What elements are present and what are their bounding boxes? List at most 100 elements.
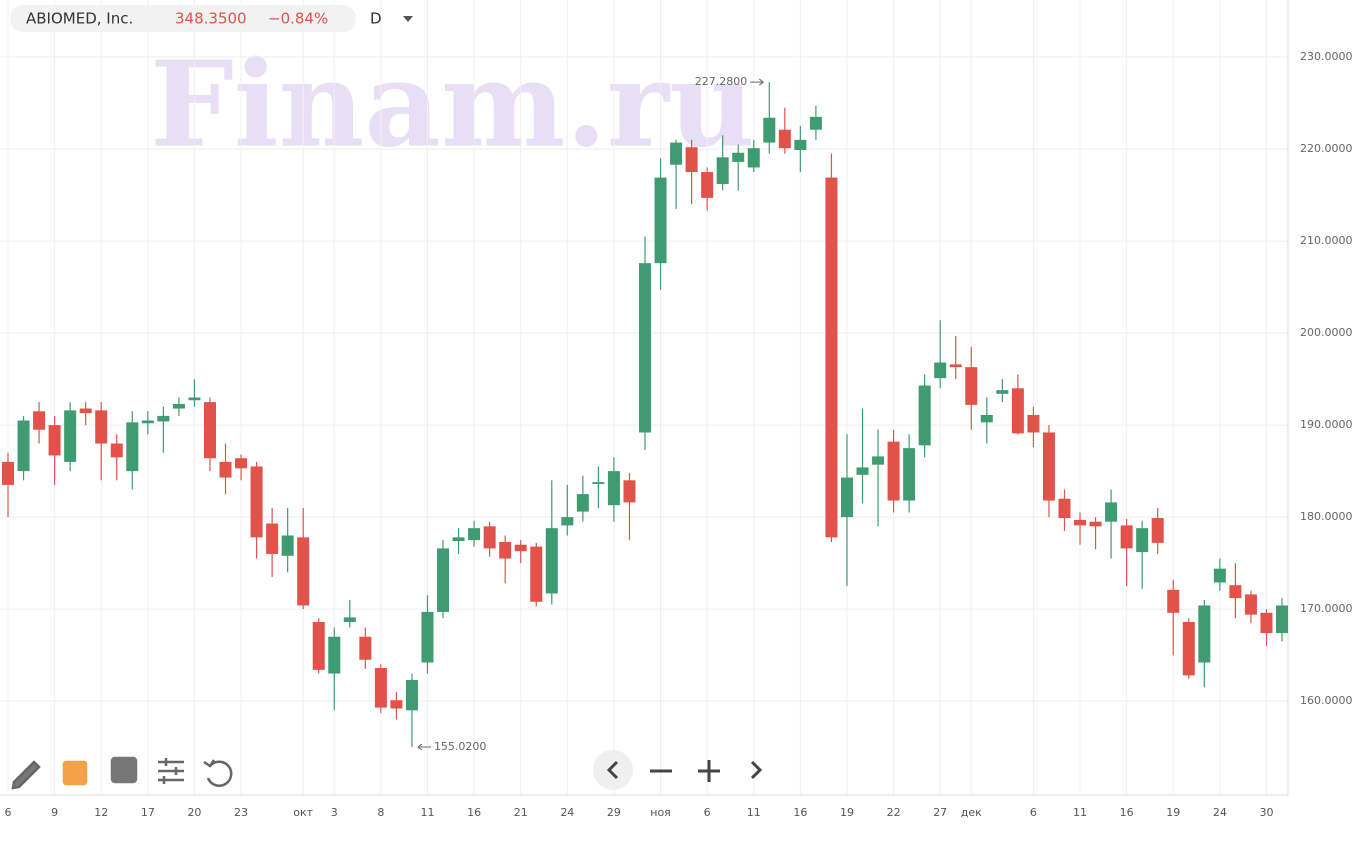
- interval[interactable]: D: [370, 10, 382, 28]
- ticker-name: ABIOMED, Inc.: [26, 10, 133, 28]
- y-tick-label: 180.0000: [1300, 510, 1353, 523]
- candle-body: [188, 397, 201, 401]
- x-tick-label: 12: [94, 806, 108, 819]
- candle-body: [545, 528, 558, 594]
- candle-body: [980, 414, 993, 423]
- reset-tool[interactable]: [203, 759, 233, 787]
- candle-body: [1198, 605, 1211, 663]
- y-tick-label: 160.0000: [1300, 694, 1353, 707]
- candle-body: [390, 700, 403, 709]
- candle-body: [701, 172, 714, 198]
- candle-body: [468, 528, 481, 541]
- candle-body: [328, 636, 341, 674]
- candle-body: [592, 482, 605, 484]
- x-tick-label: ноя: [650, 806, 671, 819]
- candle-body: [1136, 528, 1149, 553]
- interval-dropdown[interactable]: [403, 16, 413, 22]
- layers-tool[interactable]: [110, 756, 138, 784]
- candle-body: [1151, 518, 1164, 543]
- candle-body: [203, 402, 216, 459]
- candle-body: [903, 448, 916, 501]
- candle-body: [297, 537, 310, 606]
- settings-tool[interactable]: [158, 758, 184, 784]
- candle-body: [809, 116, 822, 130]
- x-tick-label: 16: [1120, 806, 1134, 819]
- candle-body: [887, 441, 900, 501]
- candle-body: [949, 364, 962, 368]
- x-tick-label: 9: [51, 806, 58, 819]
- candle-body: [514, 544, 527, 552]
- y-tick-label: 190.0000: [1300, 418, 1353, 431]
- x-tick-label: 23: [234, 806, 248, 819]
- candle-body: [437, 548, 450, 612]
- candle-body: [856, 467, 869, 475]
- low-annotation: 155.0200: [434, 740, 487, 753]
- x-tick-label: дек: [961, 806, 982, 819]
- candle-body: [1229, 585, 1242, 599]
- candle-body: [421, 611, 434, 663]
- x-tick-label: 24: [1213, 806, 1227, 819]
- x-tick-label: 16: [793, 806, 807, 819]
- candle-body: [64, 410, 77, 462]
- candle-body: [110, 443, 123, 458]
- candle-body: [732, 152, 745, 162]
- candle-body: [1260, 612, 1273, 634]
- candle-body: [623, 480, 636, 503]
- candle-body: [747, 148, 760, 168]
- candle-body: [965, 367, 978, 405]
- x-tick-label: 19: [840, 806, 854, 819]
- candle-body: [452, 537, 465, 542]
- y-tick-label: 200.0000: [1300, 326, 1353, 339]
- x-tick-label: 30: [1259, 806, 1273, 819]
- x-tick-label: 16: [467, 806, 481, 819]
- x-tick-label: 24: [560, 806, 574, 819]
- candle-body: [95, 410, 108, 444]
- candle-body: [374, 668, 387, 708]
- y-tick-label: 170.0000: [1300, 602, 1353, 615]
- candle-body: [359, 636, 372, 660]
- candle-body: [499, 541, 512, 559]
- candle-body: [157, 415, 170, 422]
- erase-tool[interactable]: [62, 760, 88, 786]
- x-tick-label: 17: [141, 806, 155, 819]
- candle-body: [1074, 519, 1087, 526]
- candle-body: [172, 403, 185, 409]
- pencil-tool[interactable]: [11, 760, 41, 790]
- x-tick-label: 19: [1166, 806, 1180, 819]
- candle-body: [2, 461, 14, 485]
- candle-body: [778, 129, 791, 149]
- candle-body: [1276, 605, 1288, 634]
- candle-body: [141, 420, 154, 424]
- candle-body: [1244, 594, 1257, 615]
- x-tick-label: 27: [933, 806, 947, 819]
- scroll-left-button[interactable]: [593, 750, 633, 790]
- candle-body: [530, 546, 543, 602]
- candle-body: [126, 422, 139, 472]
- candle-body: [576, 494, 589, 512]
- candle-body: [235, 458, 248, 469]
- x-tick-label: 11: [420, 806, 434, 819]
- candle-body: [825, 177, 838, 538]
- x-tick-label: 6: [704, 806, 711, 819]
- candle-body: [1058, 498, 1071, 519]
- x-tick-label: 8: [377, 806, 384, 819]
- candle-body: [918, 385, 931, 446]
- x-tick-label: 11: [747, 806, 761, 819]
- candle-body: [670, 142, 683, 165]
- x-tick-label: окт: [293, 806, 313, 819]
- candle-body: [1042, 432, 1055, 501]
- candle-body: [639, 263, 651, 433]
- candle-body: [48, 425, 61, 456]
- scroll-right-button[interactable]: [750, 760, 763, 780]
- candle-body: [794, 139, 807, 150]
- ticker-change: −0.84%: [268, 10, 328, 28]
- candle-body: [33, 411, 46, 430]
- x-tick-label: 21: [514, 806, 528, 819]
- candle-body: [405, 679, 418, 711]
- zoom-in-button[interactable]: [698, 760, 720, 782]
- candle-body: [1105, 502, 1118, 522]
- candle-body: [266, 523, 279, 554]
- x-tick-label: 6: [1030, 806, 1037, 819]
- ticker-box: [10, 5, 356, 32]
